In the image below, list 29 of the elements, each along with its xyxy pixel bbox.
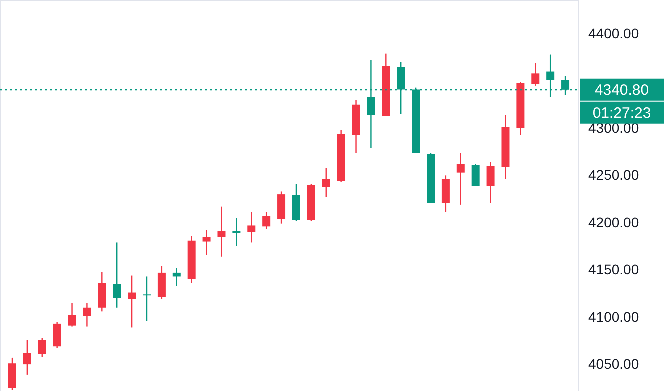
text: 01:27:23 [592,104,652,122]
candlestick [442,175,450,214]
candlestick [68,302,76,328]
candlestick [172,268,181,287]
y-tick-label: 4300.00 [588,120,640,136]
candlestick [23,339,32,376]
y-tick-label: 4150.00 [588,262,640,278]
candlestick [456,152,465,206]
candlestick [532,62,540,87]
candlestick [38,338,46,358]
candlestick [472,164,480,187]
candlestick [53,321,62,350]
y-tick-label: 4400.00 [588,26,640,42]
candlestick [232,218,241,248]
candlestick [113,242,122,308]
candlestick [486,162,495,204]
candlestick [202,230,211,256]
candlestick [262,212,271,230]
ref-line-label: 4340.80 [594,82,650,99]
candlestick [322,168,330,198]
candlestick [128,275,136,328]
y-tick-label: 4200.00 [588,214,640,230]
y-tick-label: 4100.00 [588,308,640,325]
candlestick [248,212,256,244]
candlestick [83,302,92,328]
candlestick [218,206,226,258]
candlestick [143,276,151,322]
y-tick-label: 4050.00 [588,356,640,372]
y-tick-label: 4250.00 [588,167,640,184]
